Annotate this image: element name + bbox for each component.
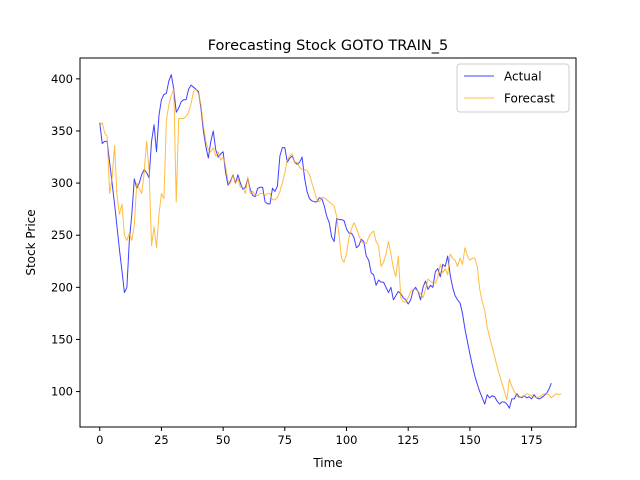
series-layer xyxy=(99,74,562,409)
x-tick-label: 75 xyxy=(277,433,292,447)
series-line-forecast xyxy=(99,88,562,401)
y-tick-label: 250 xyxy=(51,228,73,242)
y-tick-label: 150 xyxy=(51,332,73,346)
legend: Actual Forecast xyxy=(456,63,570,113)
y-tick-label: 350 xyxy=(51,124,73,138)
chart-title: Forecasting Stock GOTO TRAIN_5 xyxy=(208,38,449,54)
x-tick-label: 25 xyxy=(154,433,169,447)
y-tick-label: 100 xyxy=(51,385,73,399)
y-tick-label: 300 xyxy=(51,176,73,190)
y-axis-ticks: 100 150 200 250 300 350 400 xyxy=(51,72,80,399)
x-tick-label: 0 xyxy=(96,433,103,447)
x-tick-label: 175 xyxy=(521,433,543,447)
x-tick-label: 50 xyxy=(216,433,231,447)
y-tick-label: 200 xyxy=(51,280,73,294)
x-tick-label: 150 xyxy=(459,433,481,447)
y-axis-label: Stock Price xyxy=(24,209,38,275)
series-line-actual xyxy=(99,74,552,409)
legend-label-forecast: Forecast xyxy=(504,92,555,106)
x-axis-label: Time xyxy=(312,456,342,470)
x-tick-label: 100 xyxy=(336,433,358,447)
y-tick-label: 400 xyxy=(51,72,73,86)
plot-frame xyxy=(79,57,577,428)
x-tick-label: 125 xyxy=(397,433,419,447)
x-axis-ticks: 0 25 50 75 100 125 150 175 xyxy=(96,427,543,447)
legend-label-actual: Actual xyxy=(504,70,542,84)
